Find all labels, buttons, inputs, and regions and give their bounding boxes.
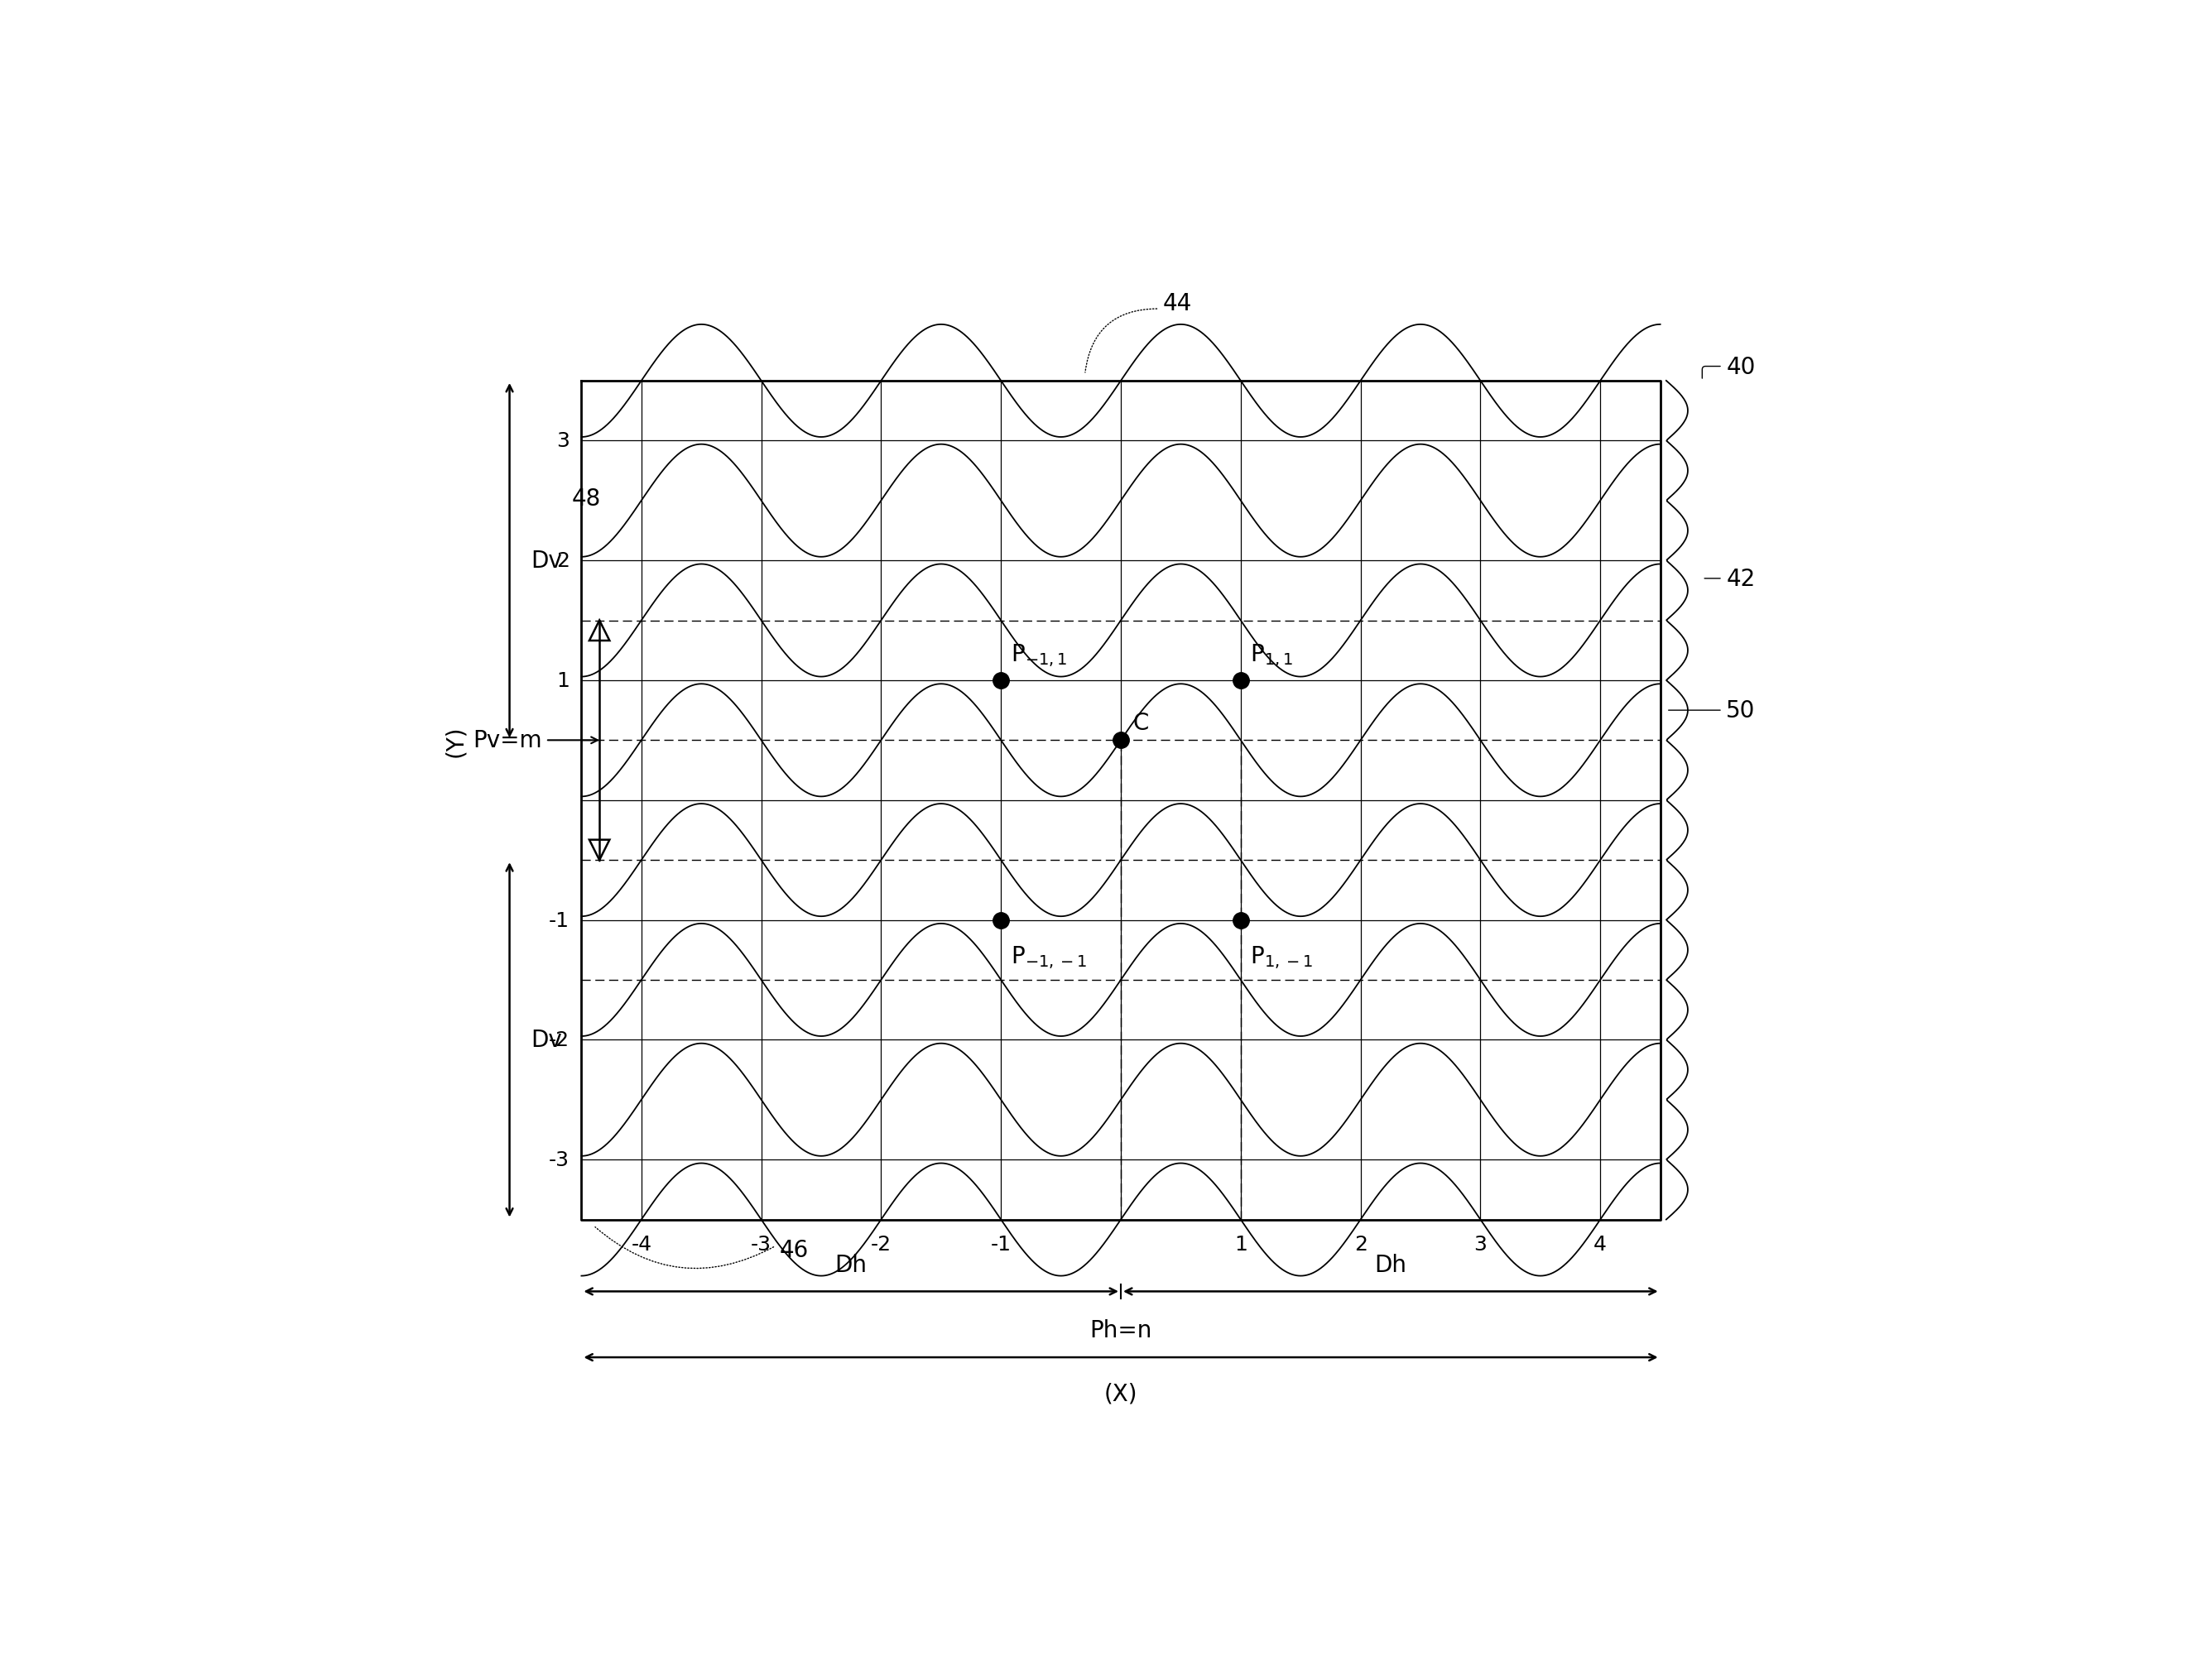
Text: C: C [1133, 711, 1148, 734]
Text: Dv: Dv [531, 549, 562, 573]
Text: -3: -3 [750, 1235, 772, 1253]
Text: 1: 1 [1233, 1235, 1247, 1253]
Text: $\mathregular{P_{-1,1}}$: $\mathregular{P_{-1,1}}$ [1010, 642, 1067, 669]
Text: -3: -3 [549, 1149, 569, 1169]
Text: -4: -4 [632, 1235, 652, 1253]
Text: Dv: Dv [531, 1028, 562, 1052]
Text: -1: -1 [549, 911, 569, 931]
Text: 3: 3 [1474, 1235, 1487, 1253]
Text: Dh: Dh [835, 1253, 868, 1277]
Text: Dh: Dh [1373, 1253, 1406, 1277]
Text: $\mathregular{P_{-1,-1}}$: $\mathregular{P_{-1,-1}}$ [1010, 944, 1087, 971]
Text: 4: 4 [1594, 1235, 1607, 1253]
Text: 2: 2 [555, 551, 569, 571]
Text: 3: 3 [555, 432, 569, 452]
Text: -2: -2 [549, 1030, 569, 1050]
Text: 1: 1 [555, 670, 569, 690]
Text: 46: 46 [779, 1238, 809, 1262]
Text: 44: 44 [1163, 292, 1192, 314]
Text: $\mathregular{P_{1,-1}}$: $\mathregular{P_{1,-1}}$ [1251, 944, 1312, 971]
Text: Ph=n: Ph=n [1089, 1319, 1153, 1342]
Text: 2: 2 [1354, 1235, 1367, 1253]
Text: 40: 40 [1726, 354, 1756, 378]
Text: $\mathregular{P_{1,1}}$: $\mathregular{P_{1,1}}$ [1251, 642, 1293, 669]
Text: Pv=m: Pv=m [472, 729, 542, 753]
Text: (Y): (Y) [444, 724, 468, 756]
Text: 50: 50 [1726, 699, 1756, 722]
Text: 42: 42 [1726, 568, 1756, 590]
Text: -2: -2 [870, 1235, 892, 1253]
Text: (X): (X) [1104, 1383, 1137, 1404]
Text: 48: 48 [571, 487, 601, 511]
Text: -1: -1 [991, 1235, 1010, 1253]
